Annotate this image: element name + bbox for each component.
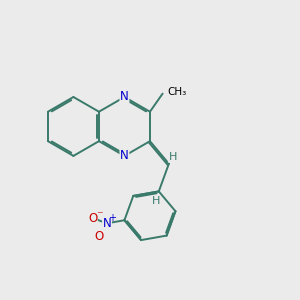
- Text: O: O: [88, 212, 97, 225]
- Text: H: H: [152, 196, 160, 206]
- Text: N: N: [120, 91, 129, 103]
- Text: N: N: [120, 149, 129, 162]
- Text: +: +: [108, 213, 116, 223]
- Text: N: N: [103, 217, 111, 230]
- Text: ⁻: ⁻: [96, 209, 102, 222]
- Text: CH₃: CH₃: [167, 87, 186, 97]
- Text: O: O: [95, 230, 104, 243]
- Text: H: H: [168, 152, 177, 162]
